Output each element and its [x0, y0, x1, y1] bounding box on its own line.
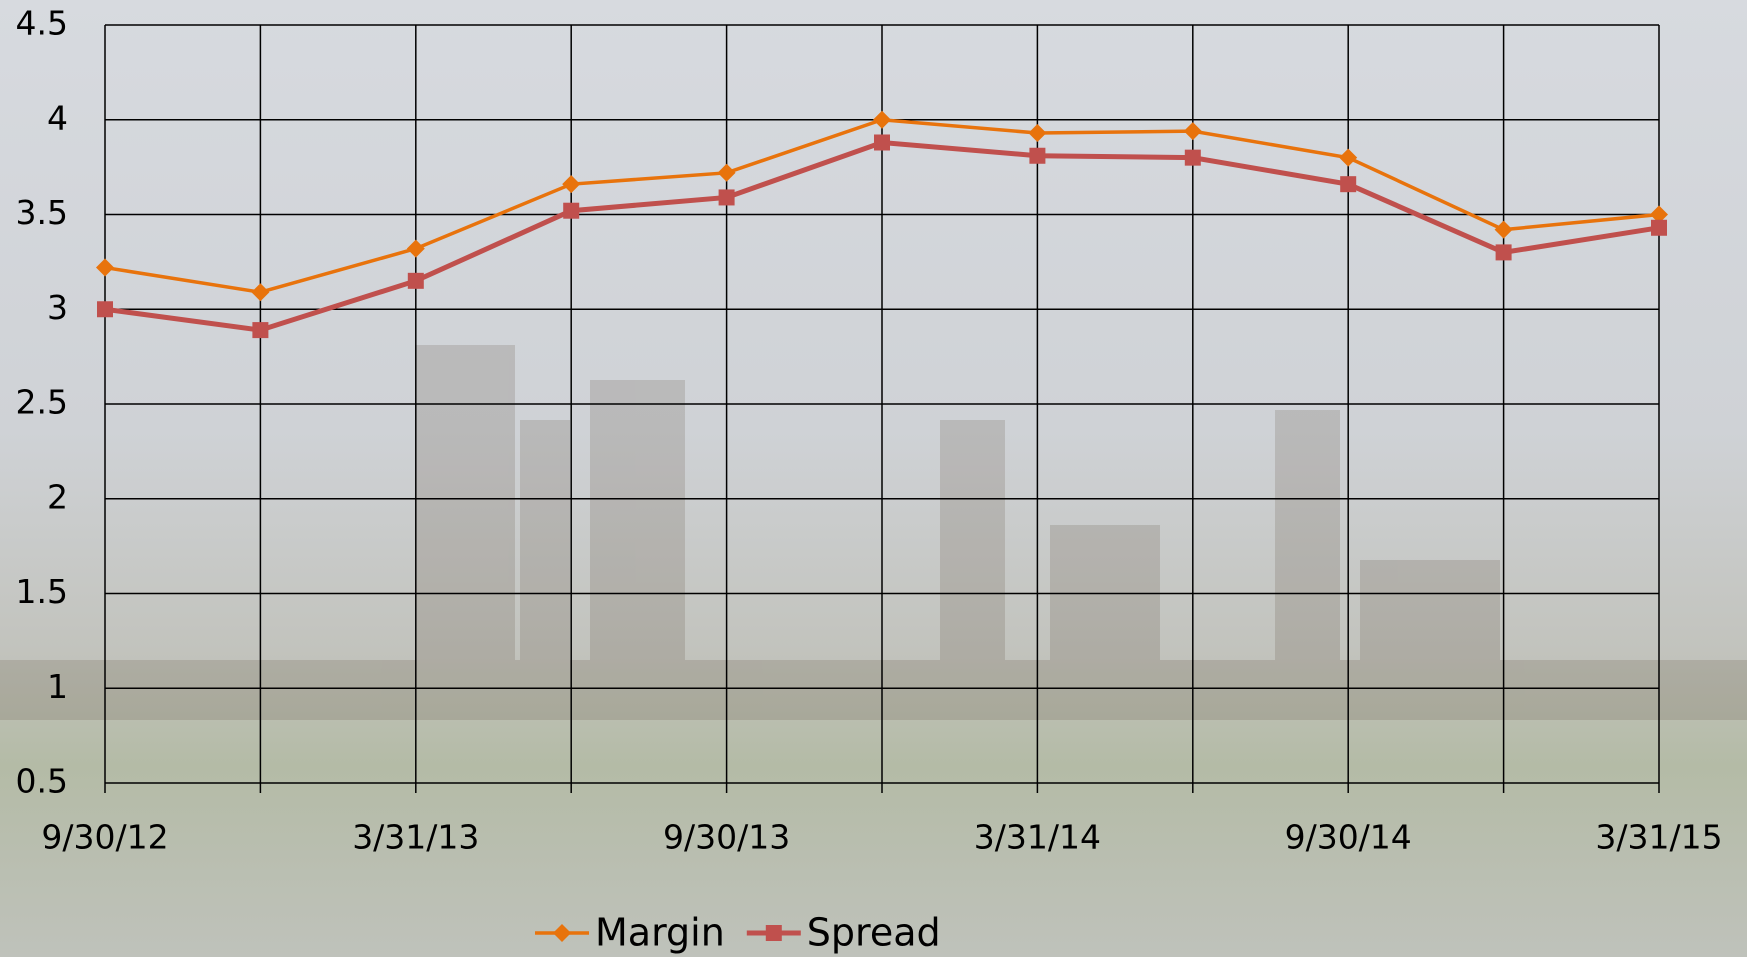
y-tick-label: 3.5: [16, 193, 68, 232]
legend-label: Margin: [595, 911, 725, 955]
y-tick-label: 1: [47, 667, 68, 706]
x-tick-label: 9/30/14: [1285, 818, 1412, 857]
y-tick-label: 4.5: [16, 4, 68, 43]
point: [1651, 220, 1667, 236]
point: [1029, 148, 1045, 164]
y-tick-label: 2.5: [16, 383, 68, 422]
point: [252, 322, 268, 338]
point: [1496, 244, 1512, 260]
x-tick-label: 3/31/14: [974, 818, 1101, 857]
point: [874, 134, 890, 150]
x-tick-label: 9/30/13: [663, 818, 790, 857]
y-tick-label: 0.5: [16, 762, 68, 801]
y-tick-label: 3: [47, 288, 68, 327]
point: [408, 273, 424, 289]
x-tick-label: 3/31/15: [1595, 818, 1722, 857]
point: [1340, 176, 1356, 192]
point: [1185, 150, 1201, 166]
chart: 0.5 1 1.5 2 2.5 3 3.5 4 4.5 9/30/12 3/31/13 9/30/13…: [0, 0, 1747, 957]
page: 0.5 1 1.5 2 2.5 3 3.5 4 4.5 9/30/12 3/31/13 9/30/13…: [0, 0, 1747, 957]
point: [563, 203, 579, 219]
legend-label: Spread: [807, 911, 941, 955]
point: [719, 189, 735, 205]
x-tick-label: 3/31/13: [352, 818, 479, 857]
x-tick-label: 9/30/12: [41, 818, 168, 857]
y-tick-label: 2: [47, 477, 68, 516]
y-tick-label: 4: [47, 98, 68, 137]
legend-marker: [766, 925, 782, 941]
y-tick-label: 1.5: [16, 572, 68, 611]
point: [97, 301, 113, 317]
